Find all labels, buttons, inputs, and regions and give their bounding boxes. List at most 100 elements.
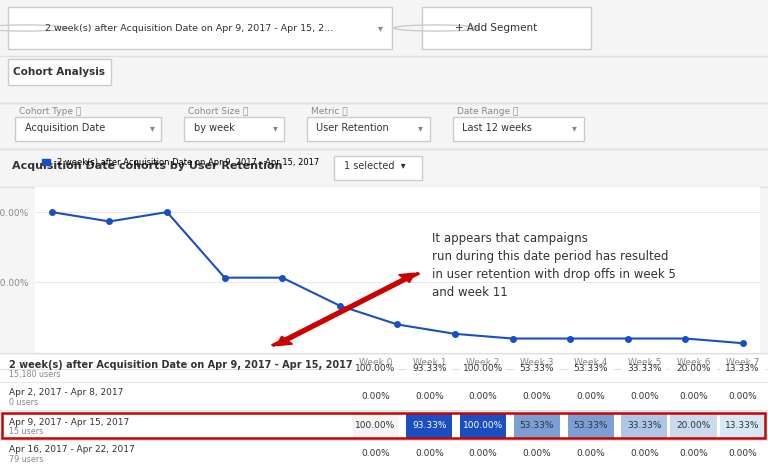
Bar [422,7,591,50]
Text: 53.33%: 53.33% [574,421,607,430]
Bar [15,117,161,141]
Bar [720,441,766,466]
Text: ▾: ▾ [572,123,577,133]
Text: Week 5: Week 5 [627,358,661,368]
Bar [184,117,284,141]
Bar [406,383,452,409]
Text: 93.33%: 93.33% [412,421,446,430]
Text: 0.00%: 0.00% [522,449,551,458]
Text: It appears that campaigns
run during this date period has resulted
in user reten: It appears that campaigns run during thi… [432,232,676,299]
Text: 2 week(s) after Acquisition Date on Apr 9, 2017 - Apr 15, 2...: 2 week(s) after Acquisition Date on Apr … [45,23,333,33]
Text: Week 2: Week 2 [466,358,500,368]
Text: Week 0: Week 0 [359,358,392,368]
Text: 79 users: 79 users [9,455,44,464]
Text: 15,180 users: 15,180 users [9,370,61,379]
Text: ▾: ▾ [378,23,382,33]
Text: 53.33%: 53.33% [520,421,554,430]
Text: + Add Segment: + Add Segment [455,23,538,33]
Text: Apr 16, 2017 - Apr 22, 2017: Apr 16, 2017 - Apr 22, 2017 [9,446,135,454]
Bar [568,413,614,439]
Text: 0.00%: 0.00% [468,391,498,401]
Bar [514,383,560,409]
Bar [670,441,717,466]
Text: 15 users: 15 users [9,427,44,436]
Text: 20.00%: 20.00% [677,421,710,430]
Text: Week 4: Week 4 [574,358,607,368]
Text: ▾: ▾ [150,123,154,133]
Text: 0.00%: 0.00% [522,391,551,401]
Bar [0,439,768,467]
Bar [670,413,717,439]
Bar [670,383,717,409]
Text: 0.00%: 0.00% [415,391,444,401]
Text: Last 12 weeks: Last 12 weeks [462,123,532,133]
Bar [568,356,614,381]
Text: 13.33%: 13.33% [726,364,760,373]
Bar [621,356,667,381]
Text: 0.00%: 0.00% [728,449,757,458]
Bar [8,59,111,85]
Text: Cohort Type ⓘ: Cohort Type ⓘ [19,106,81,116]
Bar [406,356,452,381]
Bar [0,355,768,382]
Text: 0.00%: 0.00% [630,391,659,401]
Text: Week 7: Week 7 [726,358,760,368]
Text: by week: by week [194,123,234,133]
Bar [460,441,506,466]
Text: 53.33%: 53.33% [520,364,554,373]
Text: 33.33%: 33.33% [627,421,661,430]
Bar [514,413,560,439]
Text: 13.33%: 13.33% [726,421,760,430]
Text: 0.00%: 0.00% [468,449,498,458]
Text: 0.00%: 0.00% [679,391,708,401]
Bar [670,356,717,381]
Bar [568,383,614,409]
Bar [353,413,399,439]
Bar [353,441,399,466]
Bar [720,413,766,439]
Bar [720,383,766,409]
Text: 100.00%: 100.00% [463,421,503,430]
Text: 33.33%: 33.33% [627,364,661,373]
Text: 0.00%: 0.00% [728,391,757,401]
Text: 0.00%: 0.00% [576,449,605,458]
Text: 1 selected  ▾: 1 selected ▾ [344,161,406,171]
Bar [621,441,667,466]
Text: 0.00%: 0.00% [576,391,605,401]
Text: 0.00%: 0.00% [415,449,444,458]
Bar [621,413,667,439]
Bar [453,117,584,141]
Bar [514,441,560,466]
Bar [460,413,506,439]
Text: 0.00%: 0.00% [679,449,708,458]
Text: Apr 2, 2017 - Apr 8, 2017: Apr 2, 2017 - Apr 8, 2017 [9,388,124,397]
Text: Week 3: Week 3 [520,358,554,368]
Text: 93.33%: 93.33% [412,364,446,373]
Bar [406,441,452,466]
Text: Cohort Analysis: Cohort Analysis [13,67,105,77]
Text: 100.00%: 100.00% [356,364,396,373]
Bar [460,356,506,381]
Bar [334,156,422,180]
Text: ▾: ▾ [273,123,277,133]
Text: Apr 9, 2017 - Apr 15, 2017: Apr 9, 2017 - Apr 15, 2017 [9,418,130,427]
Bar [720,356,766,381]
Text: 20.00%: 20.00% [677,364,710,373]
Text: ▾: ▾ [419,123,423,133]
Bar [460,383,506,409]
Text: Acquisition Date cohorts by User Retention: Acquisition Date cohorts by User Retenti… [12,161,282,171]
Text: 100.00%: 100.00% [356,421,396,430]
Text: 100.00%: 100.00% [463,364,503,373]
Bar [8,7,392,50]
Bar [0,382,768,410]
Text: Date Range ⓘ: Date Range ⓘ [457,106,518,116]
Text: 0.00%: 0.00% [361,391,390,401]
Bar [353,383,399,409]
Text: 0.00%: 0.00% [361,449,390,458]
Bar [514,356,560,381]
Bar [406,413,452,439]
Text: 0.00%: 0.00% [630,449,659,458]
Text: 53.33%: 53.33% [574,364,607,373]
Text: Cohort Size ⓘ: Cohort Size ⓘ [188,106,248,116]
Text: User Retention: User Retention [316,123,389,133]
